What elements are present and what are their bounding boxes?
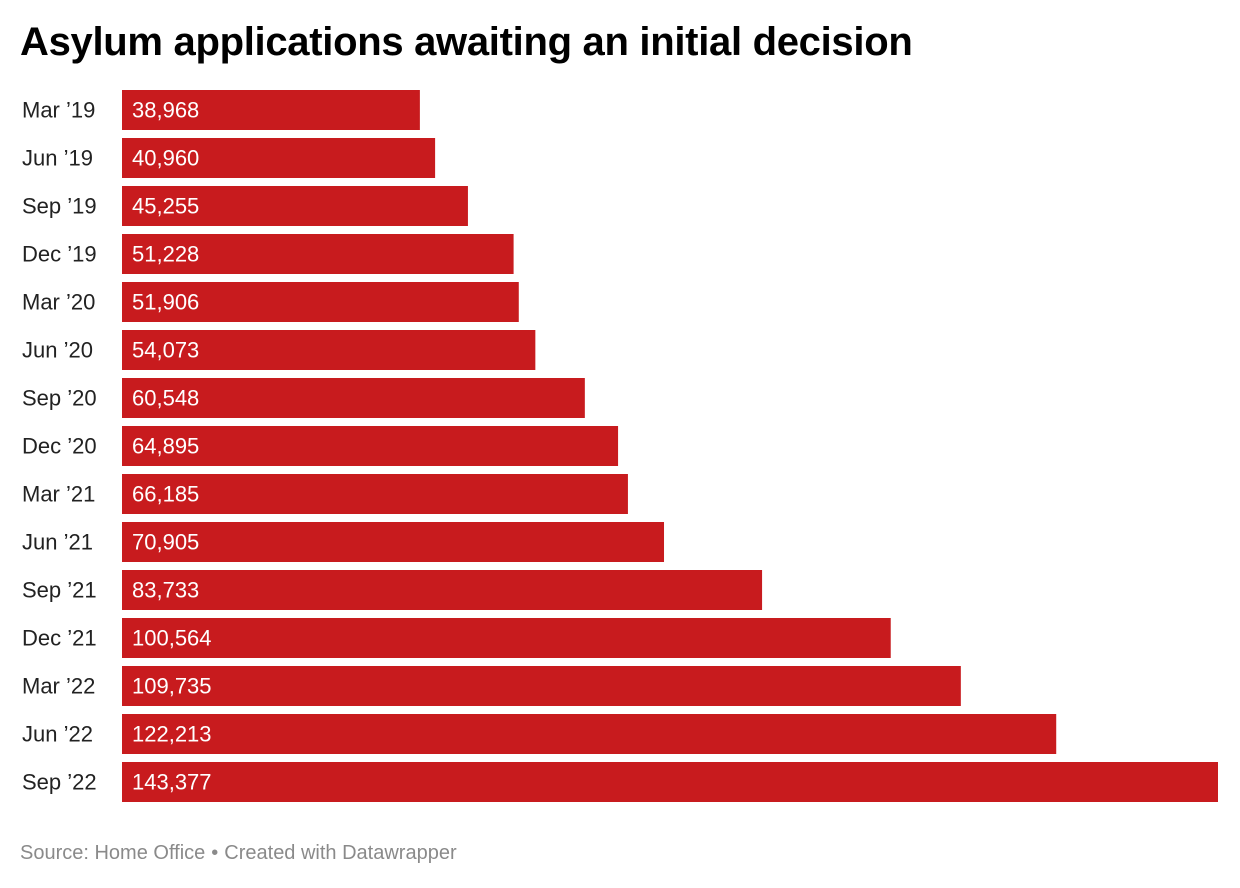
bar-value-label: 109,735 (132, 674, 212, 699)
bar-value-label: 51,228 (132, 242, 199, 267)
category-label: Jun ’20 (22, 338, 93, 363)
bar-value-label: 40,960 (132, 146, 199, 171)
category-label: Dec ’20 (22, 434, 97, 459)
category-label: Jun ’19 (22, 146, 93, 171)
bar (122, 378, 585, 418)
bar-value-label: 64,895 (132, 434, 199, 459)
category-label: Sep ’20 (22, 386, 97, 411)
category-label: Dec ’19 (22, 242, 97, 267)
bar-value-label: 45,255 (132, 194, 199, 219)
bar-value-label: 38,968 (132, 98, 199, 123)
category-label: Mar ’19 (22, 98, 95, 123)
bar (122, 762, 1218, 802)
bar-value-label: 54,073 (132, 338, 199, 363)
bar (122, 90, 420, 130)
category-label: Sep ’22 (22, 770, 97, 795)
bar (122, 282, 519, 322)
bar-value-label: 100,564 (132, 626, 212, 651)
bar (122, 522, 665, 562)
category-label: Mar ’20 (22, 290, 95, 315)
bar (122, 570, 763, 610)
category-label: Jun ’21 (22, 530, 93, 555)
category-label: Sep ’21 (22, 578, 97, 603)
bar (122, 138, 436, 178)
bar-value-label: 70,905 (132, 530, 199, 555)
datawrapper-credit[interactable]: Created with Datawrapper (224, 842, 457, 864)
bar (122, 618, 891, 658)
bar-value-label: 83,733 (132, 578, 199, 603)
category-label: Sep ’19 (22, 194, 97, 219)
category-label: Mar ’22 (22, 674, 95, 699)
category-label: Jun ’22 (22, 722, 93, 747)
bar (122, 714, 1057, 754)
chart-title: Asylum applications awaiting an initial … (20, 20, 913, 64)
bar (122, 666, 961, 706)
bar (122, 186, 468, 226)
bar-value-label: 122,213 (132, 722, 212, 747)
bar (122, 474, 628, 514)
source-note: Source: Home Office (20, 842, 206, 864)
category-label: Dec ’21 (22, 626, 97, 651)
bar (122, 426, 619, 466)
bar (122, 330, 536, 370)
bar-value-label: 51,906 (132, 290, 199, 315)
bar (122, 234, 514, 274)
category-label: Mar ’21 (22, 482, 95, 507)
bar-value-label: 143,377 (132, 770, 212, 795)
bar-value-label: 60,548 (132, 386, 199, 411)
footer-separator: • (211, 842, 219, 864)
bar-value-label: 66,185 (132, 482, 199, 507)
bar-chart: Mar ’19 38,968 Jun ’19 40,960 Sep ’19 45,255 D… (22, 90, 1218, 802)
chart-footer: Source: Home Office • Created with Datawra… (20, 842, 457, 865)
